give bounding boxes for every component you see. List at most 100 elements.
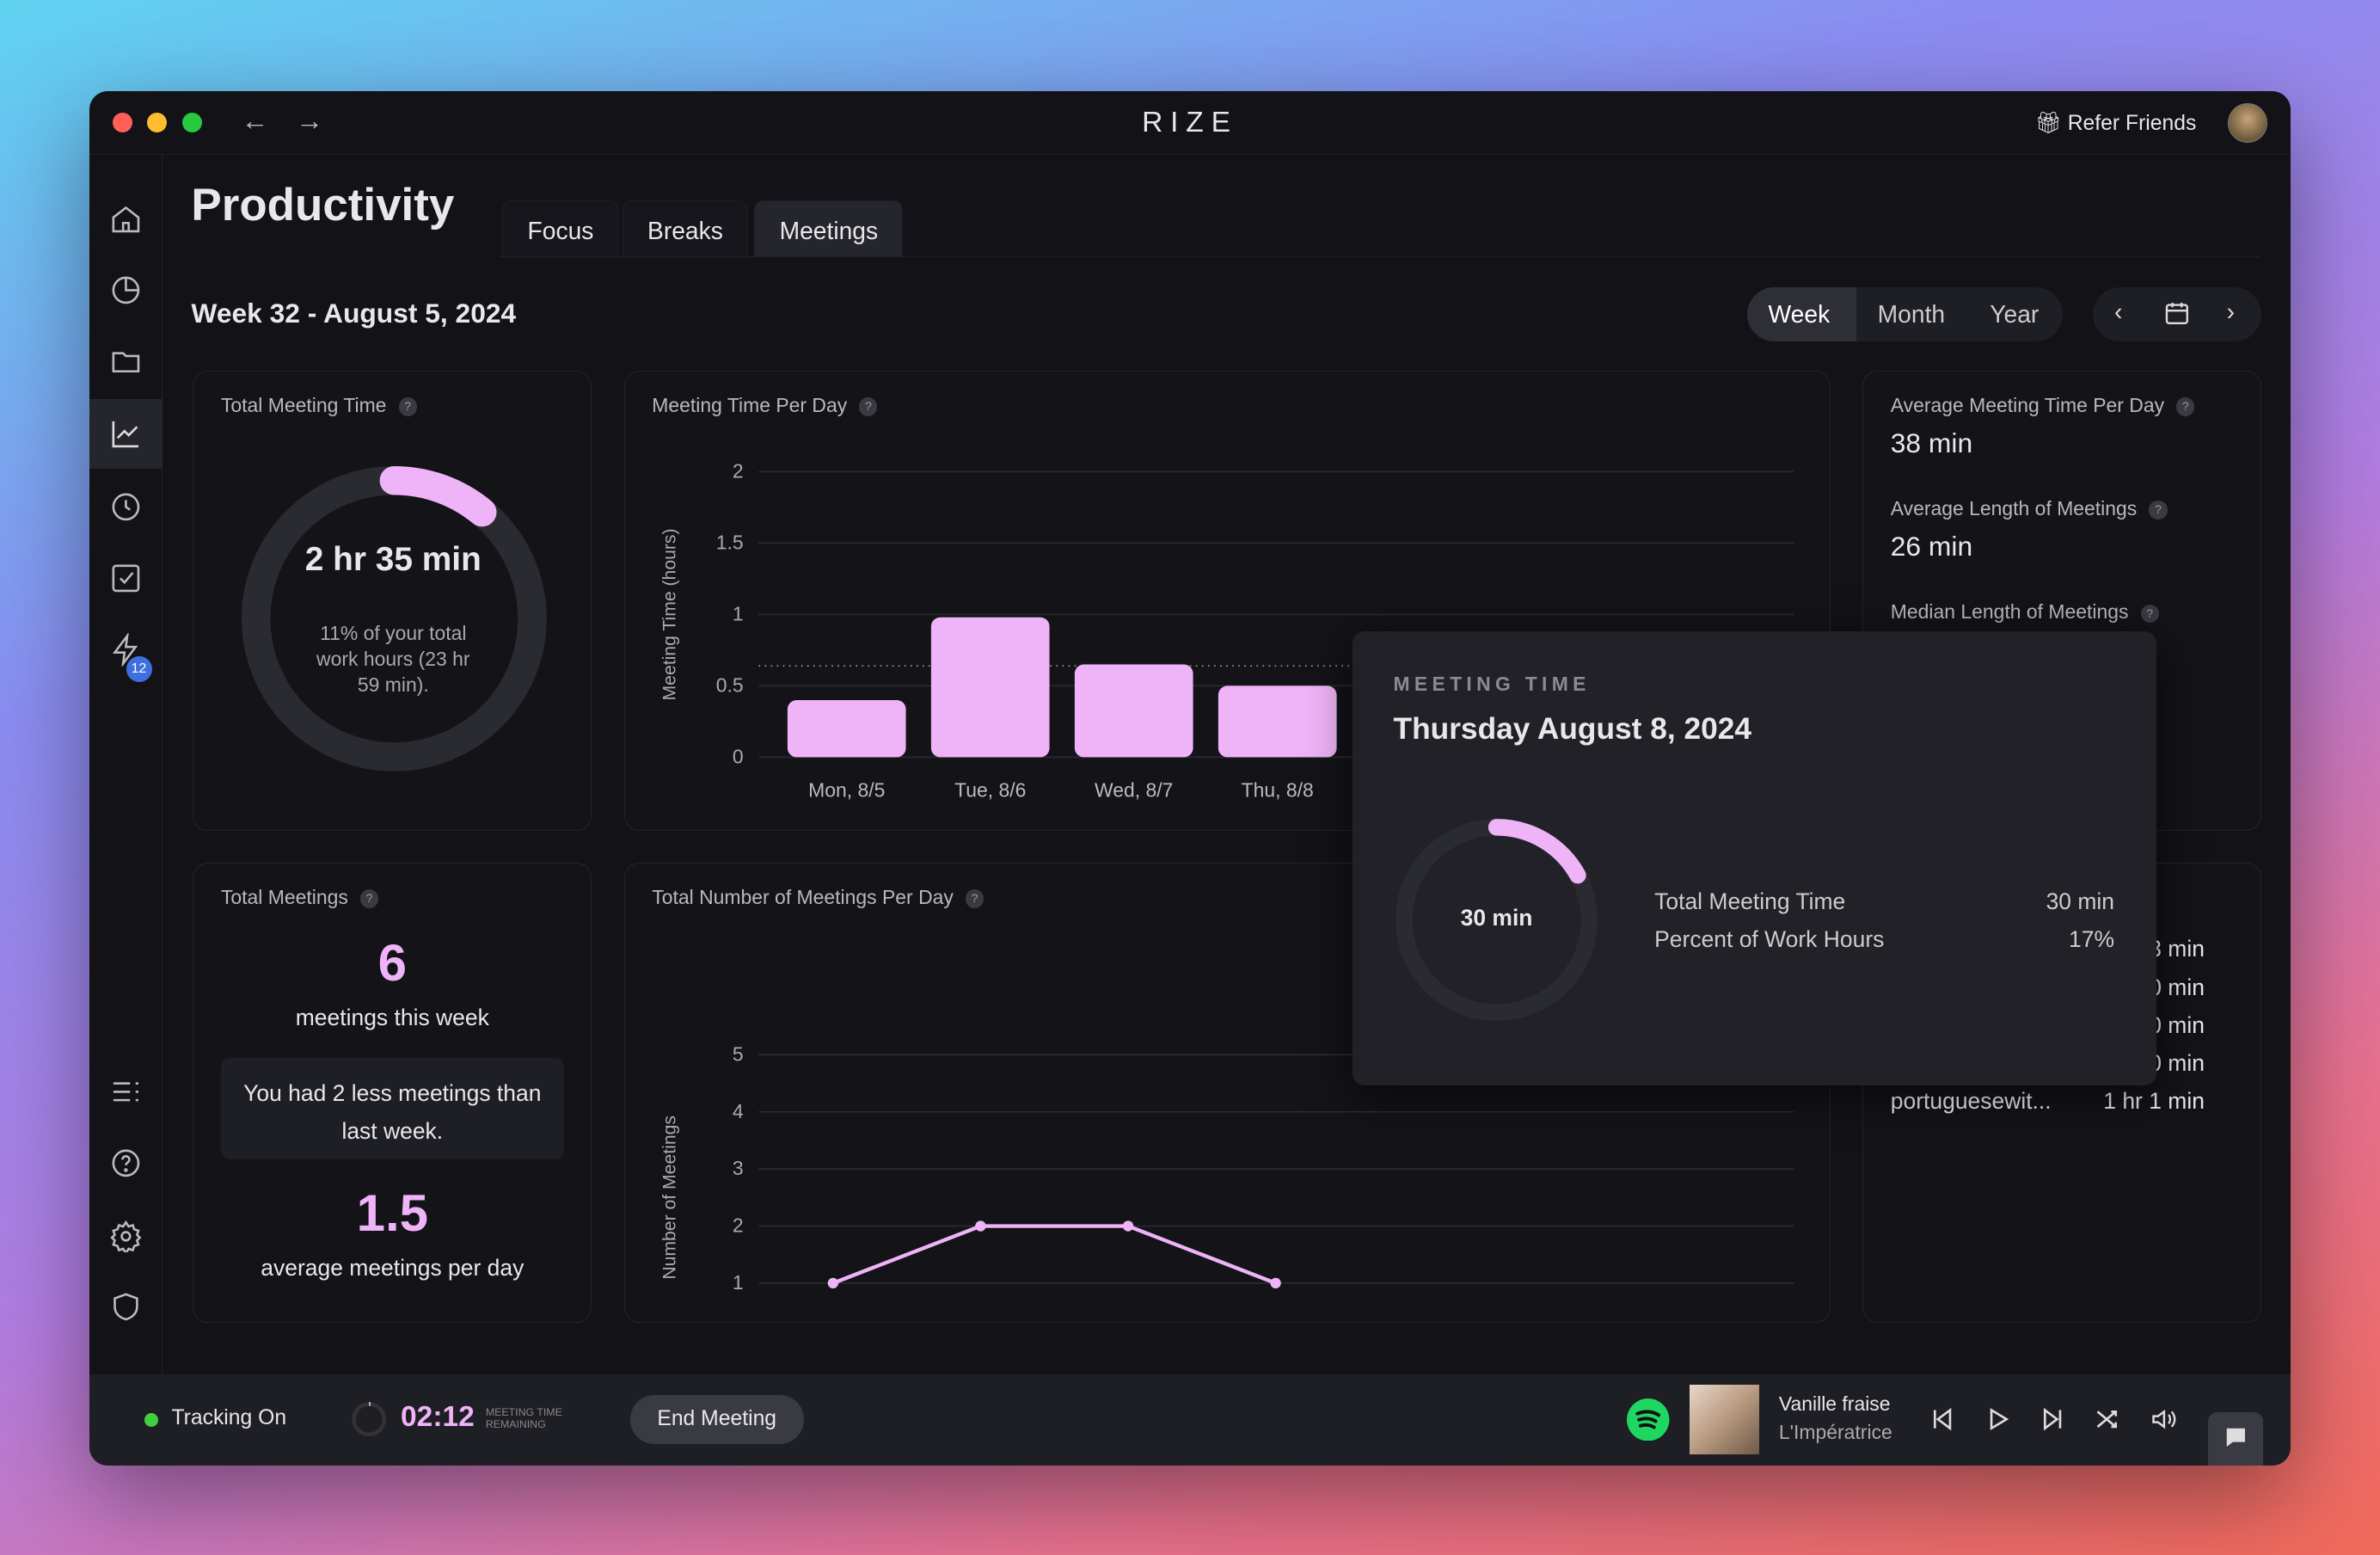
list-value: 0 min [2149,1011,2205,1038]
spotify-icon[interactable] [1627,1398,1670,1441]
y-tick-label: 1.5 [715,531,743,553]
list-icon[interactable] [107,1073,144,1109]
range-year[interactable]: Year [1990,299,2040,328]
list-value: 3 min [2149,936,2205,962]
tooltip-row-label: Total Meeting Time [1654,888,1846,914]
tab-focus[interactable]: Focus [502,200,619,257]
track-artist: L'Impératrice [1778,1421,1892,1444]
help-icon[interactable]: ? [359,889,379,908]
tooltip-eyebrow: MEETING TIME [1393,673,1591,695]
tab-divider [499,256,2260,257]
y-tick-label: 2 [732,1214,743,1236]
close-button[interactable] [112,112,132,132]
x-tick-label: Wed, 8/7 [1095,778,1173,801]
help-icon[interactable] [107,1145,144,1181]
data-point [974,1220,986,1232]
bar [1218,685,1337,758]
pie-chart-icon[interactable] [107,272,144,308]
card-title: Total Meetings [220,886,348,909]
tab-breaks[interactable]: Breaks [622,200,749,257]
play-icon[interactable] [1985,1407,2009,1431]
range-month[interactable]: Month [1877,299,1946,328]
refer-friends-button[interactable]: 🎁︎ Refer Friends [2034,111,2196,136]
folder-icon[interactable] [107,343,144,379]
previous-track-icon[interactable] [1930,1407,1954,1431]
timer-caption: MEETING TIME REMAINING [486,1406,562,1430]
chat-icon [2226,1429,2245,1447]
timer-ring-icon [352,1402,386,1437]
y-tick-label: 1 [732,1271,743,1294]
ring-progress [379,466,497,527]
shuffle-icon[interactable] [2095,1407,2122,1431]
total-meeting-value: 2 hr 35 min [304,541,482,579]
tab-meetings[interactable]: Meetings [754,200,904,257]
y-axis-label: Meeting Time (hours) [659,528,679,700]
trend-chart-icon[interactable] [89,399,163,470]
help-icon[interactable]: ? [398,397,417,416]
ring-progress [1488,819,1586,884]
help-icon[interactable]: ? [965,889,985,908]
next-track-icon[interactable] [2040,1407,2064,1431]
avg-meetings-label: average meetings per day [261,1255,524,1281]
help-icon[interactable]: ? [2149,501,2168,519]
help-icon[interactable]: ? [2140,604,2159,623]
y-tick-label: 5 [732,1042,743,1065]
end-meeting-button[interactable]: End Meeting [629,1395,804,1444]
chevron-right-icon[interactable]: › [2226,297,2236,325]
help-icon[interactable]: ? [2176,397,2195,416]
home-icon[interactable] [107,200,144,237]
stat-value: 26 min [1890,531,1973,562]
refer-label: Refer Friends [2067,111,2197,135]
maximize-button[interactable] [181,112,202,132]
app-logo: RIZE [1142,106,1238,138]
bar [787,699,906,758]
y-tick-label: 0 [732,745,743,767]
gear-icon[interactable] [107,1218,144,1254]
bar [1074,664,1193,758]
lightning-icon[interactable] [107,631,144,667]
meeting-count: 6 [377,933,407,992]
stat-label: Median Length of Meetings [1890,600,2129,624]
stat-label: Average Meeting Time Per Day [1890,394,2165,417]
x-tick-label: Thu, 8/8 [1241,778,1313,801]
meeting-time-tooltip: MEETING TIME Thursday August 8, 2024 30 … [1352,631,2157,1086]
list-value: 0 min [2149,1049,2205,1076]
help-icon[interactable]: ? [859,397,878,416]
week-label: Week 32 - August 5, 2024 [191,297,517,329]
app-window: ← → RIZE 🎁︎ Refer Friends 1 2 Productivit… [89,90,2291,1466]
y-tick-label: 1 [732,602,743,624]
data-point [827,1277,838,1288]
x-tick-label: Tue, 8/6 [954,778,1026,801]
meeting-timer: 02:12 [401,1401,475,1434]
track-title: Vanille fraise [1778,1392,1891,1415]
volume-icon[interactable] [2150,1407,2178,1431]
y-tick-label: 0.5 [715,673,743,696]
chevron-left-icon[interactable]: ‹ [2114,297,2123,325]
meeting-time-ring [241,466,547,771]
forward-arrow-icon[interactable]: → [296,104,323,136]
total-meeting-subtitle: 11% of your total work hours (23 hr 59 m… [316,622,470,697]
clock-icon[interactable] [107,489,144,525]
page-title: Productivity [191,180,455,231]
tooltip-row-label: Percent of Work Hours [1654,925,1885,952]
data-point [1122,1220,1133,1232]
x-tick-label: Mon, 8/5 [808,778,885,801]
tracking-status-dot [144,1413,158,1428]
range-selector: Week Month Year [1746,286,2064,342]
avatar[interactable] [2228,103,2268,143]
total-meeting-time-card: Total Meeting Time? 2 hr 35 min 11% of y… [193,370,592,831]
checkbox-icon[interactable] [107,560,144,596]
tooltip-ring-label: 30 min [1460,905,1533,931]
minimize-button[interactable] [147,112,168,132]
tracking-status[interactable]: Tracking On [171,1405,287,1429]
shield-icon[interactable] [107,1289,144,1325]
back-arrow-icon[interactable]: ← [241,104,269,136]
chat-button[interactable] [2208,1411,2264,1466]
range-week[interactable]: Week [1746,286,1856,342]
total-meetings-card: Total Meetings? 6 meetings this week You… [193,862,592,1323]
tooltip-ring [1395,819,1598,1022]
calendar-icon[interactable] [2163,299,2191,333]
tooltip-row-value: 17% [2069,925,2115,952]
timer-caption-line: REMAINING [485,1417,546,1430]
album-art [1689,1384,1759,1455]
